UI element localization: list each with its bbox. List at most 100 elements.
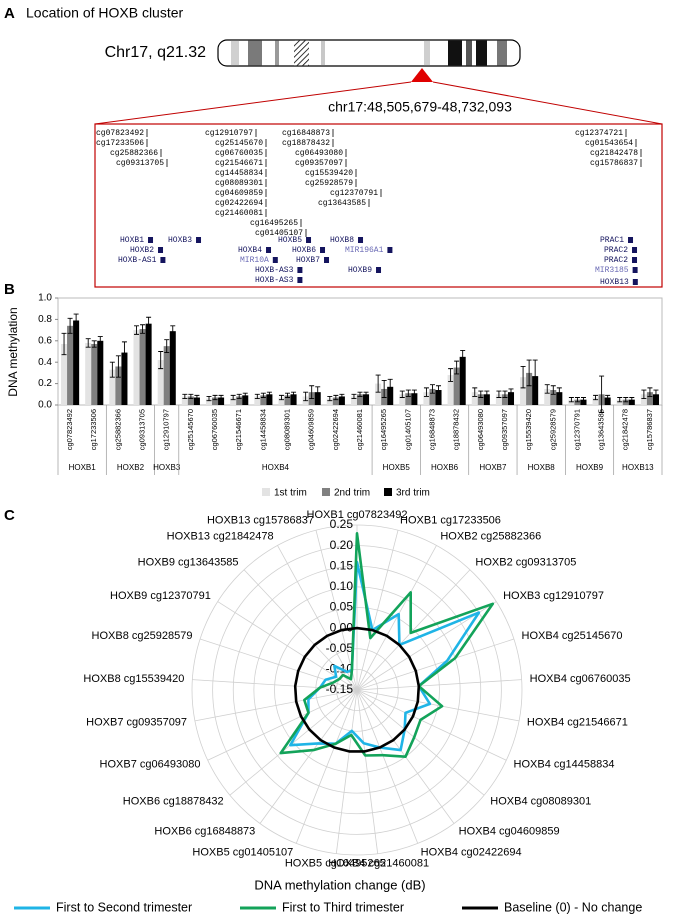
x-tick-label: cg12370791 [572, 409, 581, 450]
r-tick-label: 0.20 [330, 538, 354, 552]
gene-glyph [320, 247, 326, 253]
legend-label: 2nd trim [334, 488, 370, 499]
bar [157, 360, 164, 405]
group-label: HOXB13 [622, 463, 654, 472]
probe-label: cg01543654 [585, 139, 633, 148]
error-bar [109, 361, 115, 378]
bar [109, 369, 116, 405]
bar [145, 323, 152, 405]
legend-label: First to Second trimester [56, 900, 192, 914]
bar [212, 397, 219, 405]
group-label: HOXB2 [117, 463, 145, 472]
gene-label: PRAC2 [604, 246, 628, 255]
category-label: HOXB3 cg12910797 [503, 590, 604, 602]
category-label: HOXB2 cg25882366 [440, 531, 541, 543]
error-bar [230, 394, 236, 401]
gene-label: HOXB7 [296, 256, 320, 265]
bar [447, 375, 454, 405]
r-tick-label: -0.05 [326, 641, 354, 655]
gene-label: MIR10A [240, 256, 269, 265]
r-tick-label: -0.15 [326, 682, 354, 696]
x-tick-label: cg04609859 [307, 409, 316, 450]
category-label: HOXB5 cg16495265 [285, 858, 386, 870]
series-line [293, 626, 421, 753]
probe-label: cg16848873 [282, 129, 330, 138]
region-box [94, 123, 663, 288]
group-label: HOXB7 [479, 463, 507, 472]
x-tick-label: cg21842478 [621, 409, 630, 450]
probe-label: cg21460081 [215, 209, 263, 218]
gene-glyph [297, 277, 303, 283]
error-bar [574, 397, 580, 403]
error-bar [375, 374, 381, 393]
error-bar [484, 390, 490, 398]
y-tick-label: 0.8 [38, 314, 52, 325]
error-bar [67, 317, 73, 334]
gene-label: HOXB8 [330, 236, 354, 245]
bar [646, 392, 653, 405]
probe-label: cg12370791 [330, 189, 378, 198]
legend-swatch [384, 488, 392, 496]
gene-glyph [148, 237, 154, 243]
bar [363, 394, 370, 405]
bar [550, 390, 557, 405]
error-bar [460, 349, 466, 364]
grid-circle [191, 524, 523, 856]
zoom-line [94, 81, 412, 125]
legend-swatch [262, 488, 270, 496]
r-tick-label: 0.25 [330, 517, 354, 531]
error-bar [411, 389, 417, 397]
error-bar [617, 397, 623, 403]
gene-glyph [632, 279, 638, 285]
panel-label: A [4, 5, 15, 22]
x-tick-label: cg06760035 [210, 409, 219, 450]
error-bar [478, 390, 484, 398]
error-bar [242, 392, 248, 398]
error-bar [448, 368, 454, 382]
bar [526, 372, 533, 405]
category-label: HOXB4 cg21546671 [527, 717, 628, 729]
error-bar [605, 394, 611, 401]
bar [332, 397, 339, 405]
error-bar [260, 392, 266, 398]
x-tick-label: cg15539420 [524, 409, 533, 450]
group-label: HOXB4 [262, 463, 290, 472]
bar [592, 397, 599, 405]
bar [459, 356, 466, 405]
category-label: HOXB9 cg13643585 [138, 556, 239, 568]
gene-glyph [632, 247, 638, 253]
panel-label: C [4, 507, 15, 524]
error-bar [593, 394, 599, 401]
x-tick-label: cg09357097 [500, 409, 509, 450]
bar [405, 393, 412, 405]
error-bar [544, 384, 550, 394]
bar [67, 325, 74, 405]
error-bar [315, 386, 321, 398]
gene-label: PRAC1 [600, 236, 624, 245]
bar [254, 396, 261, 405]
x-tick-label: cg16848873 [427, 409, 436, 450]
error-bar [206, 395, 212, 402]
r-tick-label: 0.05 [330, 600, 354, 614]
grid-circle [335, 668, 379, 712]
bar [628, 399, 635, 405]
probe-label: cg17233506 [96, 139, 144, 148]
probe-label: cg06493080 [295, 149, 343, 158]
probe-label: cg21842478 [590, 149, 638, 158]
region-label: chr17:48,505,679-48,732,093 [328, 99, 512, 115]
error-bar [423, 387, 429, 397]
gene-glyph [358, 237, 364, 243]
bar [133, 330, 140, 405]
x-tick-label: cg13643585 [597, 409, 606, 450]
gene-glyph [632, 267, 638, 273]
probe-label: cg13643585 [318, 199, 366, 208]
error-bar [454, 360, 460, 375]
probe-label: cg06760035 [215, 149, 263, 158]
error-bar [285, 392, 291, 398]
x-tick-label: cg07823492 [65, 409, 74, 450]
probe-label: cg18878432 [282, 139, 330, 148]
error-bar [520, 366, 526, 389]
gene-label: PRAC2 [604, 256, 628, 265]
zoom-line [432, 81, 663, 125]
bar [640, 394, 647, 405]
